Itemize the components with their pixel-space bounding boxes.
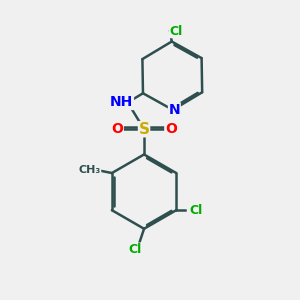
Text: Cl: Cl	[128, 243, 142, 256]
Text: NH: NH	[110, 95, 134, 110]
Text: O: O	[165, 122, 177, 136]
Text: S: S	[139, 122, 150, 137]
Text: Cl: Cl	[189, 204, 202, 217]
Text: N: N	[169, 103, 180, 117]
Text: CH₃: CH₃	[79, 165, 101, 175]
Text: O: O	[111, 122, 123, 136]
Text: Cl: Cl	[169, 25, 183, 38]
